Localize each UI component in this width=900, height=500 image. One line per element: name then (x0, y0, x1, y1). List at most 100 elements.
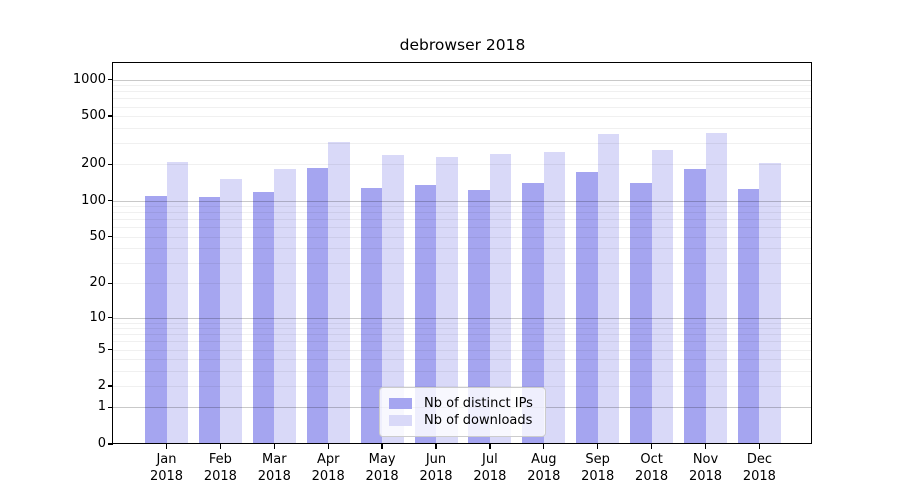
y-tick-mark (108, 115, 113, 117)
gridline-minor (113, 334, 812, 336)
x-tick-mark (381, 444, 383, 449)
gridline-minor (113, 359, 812, 361)
gridline-major (113, 200, 812, 202)
x-tick-mark (597, 444, 599, 449)
gridline-minor (113, 349, 812, 351)
bar-distinct-ips-nov (684, 169, 706, 444)
bar-downloads-oct (651, 149, 674, 444)
y-tick-mark (108, 348, 113, 351)
gridline-minor (113, 322, 812, 324)
y-tick-label: 0 (97, 436, 106, 451)
x-tick-label-nov: Nov 2018 (688, 452, 723, 484)
bar-downloads-feb (220, 179, 242, 444)
bar-distinct-ips-oct (630, 182, 652, 444)
bar-downloads-jun (436, 157, 458, 444)
x-tick-mark (543, 444, 545, 449)
x-tick-label-aug: Aug 2018 (527, 452, 561, 484)
bar-downloads-mar (274, 169, 296, 444)
gridline-minor (113, 248, 812, 250)
y-tick-mark (108, 163, 113, 166)
gridline-minor (113, 341, 812, 343)
y-tick-label: 100 (81, 192, 106, 208)
bar-downloads-nov (705, 132, 727, 444)
gridline-minor (113, 370, 812, 372)
x-tick-label-sep: Sep 2018 (581, 452, 615, 484)
gridline-minor (113, 227, 812, 229)
y-tick-label: 200 (81, 156, 106, 172)
legend-label-downloads: Nb of downloads (424, 413, 533, 428)
bar-downloads-aug (543, 151, 566, 444)
x-tick-mark (435, 444, 437, 449)
bar-distinct-ips-apr (306, 168, 329, 444)
y-tick-mark (108, 406, 113, 409)
bar-downloads-sep (597, 134, 620, 444)
bar-distinct-ips-jun (414, 184, 436, 444)
x-tick-label-jan: Jan 2018 (149, 452, 184, 484)
bar-distinct-ips-may (360, 187, 383, 444)
legend-label-distinct-ips: Nb of distinct IPs (424, 396, 533, 411)
y-tick-mark (108, 316, 113, 319)
y-tick-mark (108, 385, 113, 387)
legend-swatch-downloads (389, 415, 412, 426)
bar-distinct-ips-feb (198, 196, 221, 444)
gridline-minor (113, 236, 812, 238)
gridline-minor (113, 98, 812, 100)
y-tick-label: 2 (97, 378, 106, 394)
bar-distinct-ips-jul (468, 190, 490, 444)
chart-title: debrowser 2018 (399, 36, 526, 54)
gridline-minor (113, 116, 812, 118)
x-tick-label-may: May 2018 (365, 452, 399, 484)
legend-entry-downloads: Nb of downloads (389, 413, 533, 428)
x-tick-label-oct: Oct 2018 (635, 452, 669, 484)
legend-swatch-distinct-ips (389, 398, 412, 409)
gridline-minor (113, 106, 812, 108)
y-tick-mark (108, 443, 113, 445)
legend: Nb of distinct IPs Nb of downloads (379, 387, 546, 437)
y-tick-label: 50 (89, 228, 106, 244)
gridline-minor (113, 164, 812, 166)
bar-downloads-may (382, 154, 404, 444)
y-tick-label: 10 (89, 309, 106, 325)
gridline-minor (113, 219, 812, 221)
y-tick-label: 5 (97, 341, 106, 357)
y-tick-mark (108, 79, 113, 81)
y-tick-mark (108, 282, 113, 285)
bar-distinct-ips-jan (145, 195, 167, 444)
gridline-minor (113, 91, 812, 93)
bar-distinct-ips-aug (522, 183, 544, 444)
x-tick-label-jul: Jul 2018 (473, 452, 507, 484)
gridline-major (113, 79, 812, 81)
gridline-minor (113, 143, 812, 145)
x-tick-mark (704, 444, 707, 449)
x-tick-label-dec: Dec 2018 (742, 452, 776, 484)
gridline-minor (113, 283, 812, 285)
x-tick-mark (758, 444, 761, 449)
bar-downloads-apr (328, 142, 350, 444)
legend-entry-distinct-ips: Nb of distinct IPs (389, 396, 533, 411)
x-tick-label-apr: Apr 2018 (311, 452, 345, 484)
x-tick-mark (219, 444, 222, 449)
gridline-minor (113, 262, 812, 264)
bar-distinct-ips-sep (576, 171, 598, 444)
x-tick-mark (165, 444, 168, 449)
x-tick-mark (327, 444, 329, 449)
bar-distinct-ips-dec (737, 188, 760, 444)
x-tick-mark (273, 444, 275, 449)
y-tick-label: 20 (89, 275, 106, 291)
bar-downloads-jul (489, 154, 512, 444)
bar-downloads-jan (166, 161, 188, 444)
gridline-minor (113, 212, 812, 214)
x-tick-label-feb: Feb 2018 (203, 452, 237, 484)
y-tick-label: 1 (97, 399, 106, 415)
y-tick-mark (108, 199, 113, 202)
x-tick-mark (489, 444, 491, 449)
y-tick-label: 500 (81, 108, 106, 124)
gridline-minor (113, 85, 812, 87)
y-tick-label: 1000 (72, 71, 106, 87)
bar-distinct-ips-mar (252, 192, 275, 444)
x-tick-label-jun: Jun 2018 (419, 452, 453, 484)
gridline-minor (113, 386, 812, 388)
gridline-minor (113, 127, 812, 129)
gridline-major (113, 317, 812, 319)
